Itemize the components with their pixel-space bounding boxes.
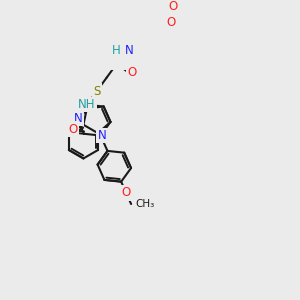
Text: H: H <box>112 44 120 57</box>
Text: O: O <box>167 16 176 29</box>
Text: O: O <box>169 0 178 14</box>
Text: N: N <box>74 112 83 125</box>
Text: O: O <box>69 123 78 136</box>
Text: O: O <box>128 65 137 79</box>
Text: NH: NH <box>78 98 96 111</box>
Text: N: N <box>98 129 106 142</box>
Text: O: O <box>122 186 131 200</box>
Text: N: N <box>125 44 134 57</box>
Text: S: S <box>93 85 100 98</box>
Text: CH₃: CH₃ <box>135 199 154 209</box>
